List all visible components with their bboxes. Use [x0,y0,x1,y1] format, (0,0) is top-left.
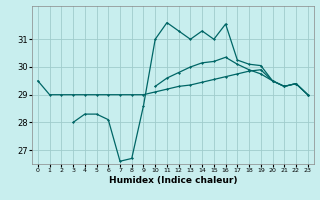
X-axis label: Humidex (Indice chaleur): Humidex (Indice chaleur) [108,176,237,185]
